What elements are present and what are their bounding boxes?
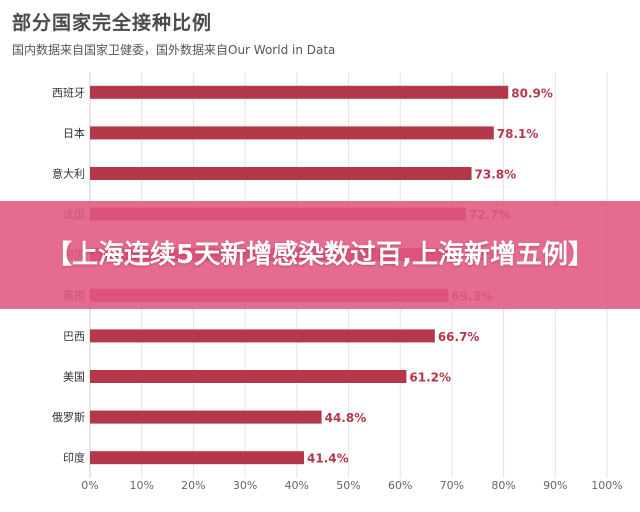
y-category-label: 俄罗斯 — [52, 411, 85, 424]
x-tick-label: 0% — [81, 479, 98, 492]
x-tick-label: 60% — [388, 479, 412, 492]
bar[interactable] — [90, 329, 435, 343]
bar[interactable] — [90, 85, 509, 99]
chart-title: 部分国家完全接种比例 — [12, 12, 213, 34]
headline-banner[interactable]: 【上海连续5天新增感染数过百,上海新增五例】 — [0, 201, 640, 309]
headline-text: 【上海连续5天新增感染数过百,上海新增五例】 — [46, 240, 594, 270]
bar[interactable] — [90, 370, 407, 383]
chart-subtitle: 国内数据来自国家卫健委，国外数据来自Our World in Data — [12, 43, 336, 57]
y-category-label: 日本 — [63, 126, 85, 140]
x-tick-label: 90% — [543, 479, 567, 492]
bar-value-label: 78.1% — [497, 127, 539, 141]
x-tick-label: 50% — [336, 479, 360, 492]
bar[interactable] — [90, 126, 494, 140]
x-tick-label: 40% — [285, 479, 309, 492]
bar[interactable] — [90, 410, 322, 424]
bar-value-label: 66.7% — [438, 330, 480, 344]
y-category-label: 西班牙 — [52, 86, 85, 99]
bar[interactable] — [90, 167, 472, 180]
bar-value-label: 44.8% — [325, 411, 367, 425]
y-category-label: 意大利 — [52, 167, 85, 181]
x-tick-label: 70% — [440, 479, 464, 492]
bar[interactable] — [90, 451, 305, 465]
y-category-label: 巴西 — [63, 330, 85, 343]
x-tick-label: 10% — [129, 479, 153, 492]
bar-value-label: 61.2% — [409, 371, 451, 385]
bar-value-label: 73.8% — [475, 168, 517, 182]
x-tick-label: 80% — [491, 479, 515, 492]
x-tick-label: 30% — [233, 479, 257, 492]
y-category-label: 美国 — [63, 371, 85, 384]
bar-value-label: 80.9% — [511, 86, 553, 100]
bar-value-label: 41.4% — [307, 452, 349, 466]
x-tick-label: 100% — [591, 479, 622, 492]
x-tick-label: 20% — [181, 479, 205, 492]
y-category-label: 印度 — [63, 451, 85, 465]
